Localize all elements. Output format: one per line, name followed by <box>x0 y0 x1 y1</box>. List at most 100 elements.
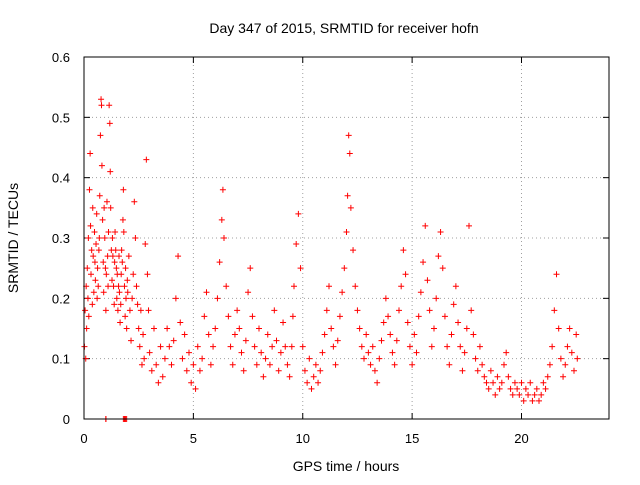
data-point <box>350 247 357 254</box>
data-point <box>439 265 446 272</box>
data-point <box>344 192 351 199</box>
data-point <box>105 283 112 290</box>
data-point <box>172 295 179 302</box>
data-point <box>304 379 311 386</box>
data-point <box>98 102 105 109</box>
data-point <box>103 198 110 205</box>
data-point <box>236 325 243 332</box>
data-point <box>181 331 188 338</box>
data-point <box>437 228 444 235</box>
data-point <box>146 349 153 356</box>
data-point <box>179 355 186 362</box>
data-point <box>518 379 525 386</box>
data-point <box>129 295 136 302</box>
data-point <box>114 307 121 314</box>
data-point <box>100 259 107 266</box>
data-point <box>186 349 192 356</box>
data-point <box>101 204 108 211</box>
data-point <box>404 319 411 326</box>
data-point <box>293 241 300 248</box>
data-point <box>112 228 119 235</box>
data-point <box>84 265 91 272</box>
data-point <box>143 156 150 163</box>
data-point <box>481 373 488 380</box>
data-point <box>103 271 110 278</box>
data-point <box>380 319 387 326</box>
data-point <box>177 319 184 326</box>
data-point <box>105 228 112 235</box>
data-point <box>88 271 94 278</box>
x-tick-labels: 0 5 10 15 20 <box>80 431 528 446</box>
data-point <box>356 325 363 332</box>
data-point <box>382 295 389 302</box>
data-point <box>476 343 483 350</box>
data-point <box>574 355 581 362</box>
data-point <box>201 313 208 320</box>
data-point <box>92 277 99 284</box>
data-point <box>312 361 319 368</box>
data-point <box>115 283 122 290</box>
data-point <box>190 361 197 368</box>
data-point <box>516 391 523 398</box>
data-point <box>140 331 147 338</box>
data-point <box>378 337 385 344</box>
data-point <box>125 253 132 260</box>
data-point <box>455 319 462 326</box>
data-point <box>166 343 173 350</box>
data-point <box>234 307 241 314</box>
data-point <box>111 301 118 308</box>
data-point <box>463 325 470 332</box>
data-point <box>339 289 346 296</box>
data-point <box>288 343 295 350</box>
data-point <box>109 235 116 241</box>
data-point <box>95 283 102 290</box>
data-point <box>310 373 317 380</box>
data-point <box>402 271 409 278</box>
data-point <box>470 331 477 338</box>
data-point <box>82 307 89 314</box>
data-point <box>223 283 230 290</box>
y-tick-label: 0.3 <box>52 231 70 246</box>
data-point <box>117 301 124 308</box>
data-point <box>107 204 114 211</box>
data-point <box>170 337 177 344</box>
data-point <box>354 307 361 314</box>
data-point <box>128 337 135 344</box>
data-point <box>216 259 223 266</box>
data-point <box>295 210 302 217</box>
data-point <box>98 96 105 103</box>
data-point <box>511 379 518 386</box>
data-point <box>466 222 472 229</box>
data-point <box>159 373 166 380</box>
data-point <box>319 349 326 356</box>
data-point <box>406 343 413 350</box>
data-point <box>106 102 113 109</box>
data-point <box>527 379 534 386</box>
data-point <box>134 301 141 308</box>
data-point <box>120 186 127 193</box>
data-point <box>299 343 306 350</box>
y-axis-label: SRMTID / TECUs <box>5 183 21 293</box>
data-point <box>102 307 109 314</box>
data-point <box>280 319 287 326</box>
data-point <box>483 379 490 386</box>
data-point <box>284 361 291 368</box>
data-point <box>133 283 140 290</box>
y-tick-label: 0.4 <box>52 171 70 186</box>
data-point <box>203 289 210 296</box>
data-point <box>219 186 226 193</box>
data-point <box>273 337 280 344</box>
data-point <box>260 373 267 380</box>
data-point <box>144 271 151 278</box>
data-point <box>525 391 532 398</box>
data-point <box>137 307 144 314</box>
data-point <box>168 361 175 368</box>
data-point <box>119 216 126 223</box>
data-point <box>371 367 378 374</box>
data-point <box>435 253 442 260</box>
data-point <box>553 271 560 278</box>
data-point <box>96 235 103 241</box>
data-point <box>96 192 103 199</box>
data-point <box>113 265 120 272</box>
data-point <box>249 313 256 320</box>
